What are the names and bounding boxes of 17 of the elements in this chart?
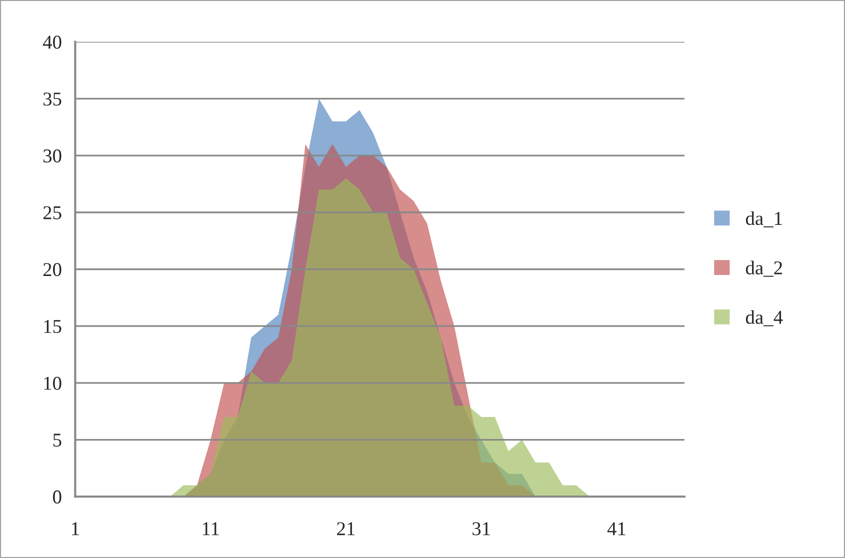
y-tick-label: 40 [42, 36, 62, 49]
legend-label: da_2 [746, 260, 782, 277]
y-tick-label: 5 [53, 434, 62, 447]
x-tick-label: 1 [72, 522, 79, 536]
legend-label: da_1 [746, 211, 782, 228]
y-tick-label: 25 [43, 206, 62, 220]
x-tick-label: 11 [202, 522, 219, 536]
y-tick-label: 0 [53, 490, 62, 504]
legend-label: da_4 [746, 310, 783, 326]
y-tick-label: 20 [43, 263, 62, 276]
y-tick-label: 30 [43, 149, 62, 162]
x-tick-label: 21 [337, 522, 355, 536]
y-tick-label: 15 [44, 320, 62, 334]
x-tick-label: 41 [607, 522, 626, 536]
x-tick-label: 31 [472, 522, 490, 536]
y-tick-label: 35 [43, 92, 62, 106]
y-tick-label: 10 [44, 376, 62, 390]
